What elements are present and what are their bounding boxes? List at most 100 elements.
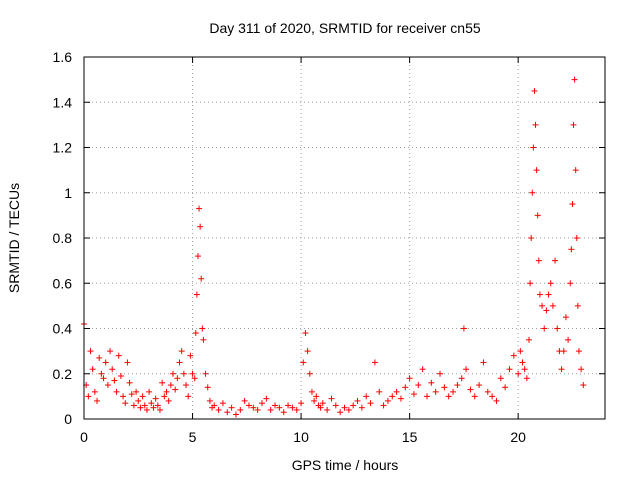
data-point bbox=[308, 388, 315, 395]
data-point bbox=[536, 291, 543, 298]
data-point bbox=[228, 404, 235, 411]
data-point bbox=[167, 382, 174, 389]
data-point bbox=[560, 348, 567, 355]
y-axis-label: SRMTID / TECUs bbox=[6, 183, 22, 293]
data-point bbox=[345, 406, 352, 413]
data-point bbox=[402, 384, 409, 391]
data-point bbox=[183, 382, 190, 389]
data-point bbox=[519, 359, 526, 366]
data-point bbox=[192, 330, 199, 337]
data-point bbox=[280, 409, 287, 416]
data-point bbox=[259, 400, 266, 407]
data-point bbox=[471, 393, 478, 400]
data-point bbox=[224, 409, 231, 416]
data-point bbox=[562, 314, 569, 321]
data-point bbox=[133, 388, 140, 395]
x-axis-label: GPS time / hours bbox=[292, 457, 399, 473]
data-point bbox=[554, 325, 561, 332]
data-point bbox=[126, 379, 133, 386]
data-point bbox=[148, 400, 155, 407]
data-point bbox=[180, 370, 187, 377]
data-point bbox=[569, 201, 576, 208]
data-point bbox=[176, 359, 183, 366]
data-point bbox=[547, 280, 554, 287]
data-point bbox=[232, 411, 239, 418]
data-point bbox=[109, 366, 116, 373]
data-point bbox=[575, 348, 582, 355]
data-point bbox=[94, 397, 101, 404]
data-point bbox=[89, 366, 96, 373]
data-point bbox=[137, 404, 144, 411]
data-point bbox=[480, 359, 487, 366]
data-point bbox=[187, 352, 194, 359]
y-tick-label: 1.6 bbox=[53, 49, 73, 65]
data-point bbox=[107, 348, 114, 355]
data-point bbox=[568, 246, 575, 253]
data-point bbox=[539, 302, 546, 309]
data-point bbox=[146, 388, 153, 395]
data-point bbox=[117, 373, 124, 380]
data-point bbox=[530, 144, 537, 151]
data-point bbox=[341, 404, 348, 411]
data-point bbox=[450, 388, 457, 395]
data-point bbox=[104, 382, 111, 389]
data-point bbox=[306, 370, 313, 377]
data-point bbox=[293, 406, 300, 413]
data-point bbox=[367, 400, 374, 407]
data-point bbox=[467, 386, 474, 393]
data-point bbox=[324, 406, 331, 413]
data-point bbox=[534, 212, 541, 219]
data-point bbox=[476, 382, 483, 389]
data-point bbox=[573, 235, 580, 241]
data-point bbox=[389, 393, 396, 400]
data-point bbox=[135, 397, 142, 404]
data-point bbox=[549, 302, 556, 309]
data-point bbox=[384, 397, 391, 404]
data-point bbox=[445, 393, 452, 400]
data-point bbox=[532, 121, 539, 128]
data-point bbox=[130, 402, 137, 409]
data-point bbox=[267, 406, 274, 413]
data-point bbox=[397, 395, 404, 402]
y-tick-label: 0.8 bbox=[53, 230, 73, 246]
data-point bbox=[304, 348, 311, 355]
data-point bbox=[567, 280, 574, 287]
data-point bbox=[570, 121, 577, 128]
data-point bbox=[454, 382, 461, 389]
plot-frame bbox=[83, 56, 606, 420]
data-point bbox=[506, 366, 513, 373]
data-point bbox=[276, 404, 283, 411]
data-point bbox=[460, 325, 467, 332]
y-tick-label: 0 bbox=[64, 411, 72, 427]
data-point bbox=[428, 379, 435, 386]
data-point bbox=[521, 366, 528, 373]
y-tick-label: 0.6 bbox=[53, 275, 73, 291]
data-point bbox=[363, 393, 370, 400]
data-point bbox=[354, 397, 361, 404]
data-point bbox=[410, 391, 417, 398]
x-tick-label: 5 bbox=[189, 429, 197, 445]
data-point bbox=[528, 235, 535, 241]
data-point bbox=[527, 280, 534, 287]
data-point bbox=[156, 406, 163, 413]
data-point bbox=[159, 379, 166, 386]
data-point bbox=[165, 397, 172, 404]
data-point bbox=[115, 352, 122, 359]
data-point bbox=[371, 359, 378, 366]
data-point bbox=[419, 366, 426, 373]
data-point bbox=[510, 352, 517, 359]
data-point bbox=[272, 402, 279, 409]
data-point bbox=[580, 382, 587, 389]
data-point bbox=[380, 402, 387, 409]
data-point bbox=[317, 404, 324, 411]
data-point bbox=[350, 402, 357, 409]
data-point bbox=[263, 395, 270, 402]
data-point bbox=[96, 354, 103, 361]
y-tick-label: 0.4 bbox=[53, 321, 73, 337]
y-tick-label: 1.2 bbox=[53, 140, 73, 156]
data-point bbox=[85, 393, 92, 400]
data-point bbox=[174, 375, 181, 382]
data-point bbox=[332, 402, 339, 409]
y-tick-label: 1 bbox=[64, 185, 72, 201]
